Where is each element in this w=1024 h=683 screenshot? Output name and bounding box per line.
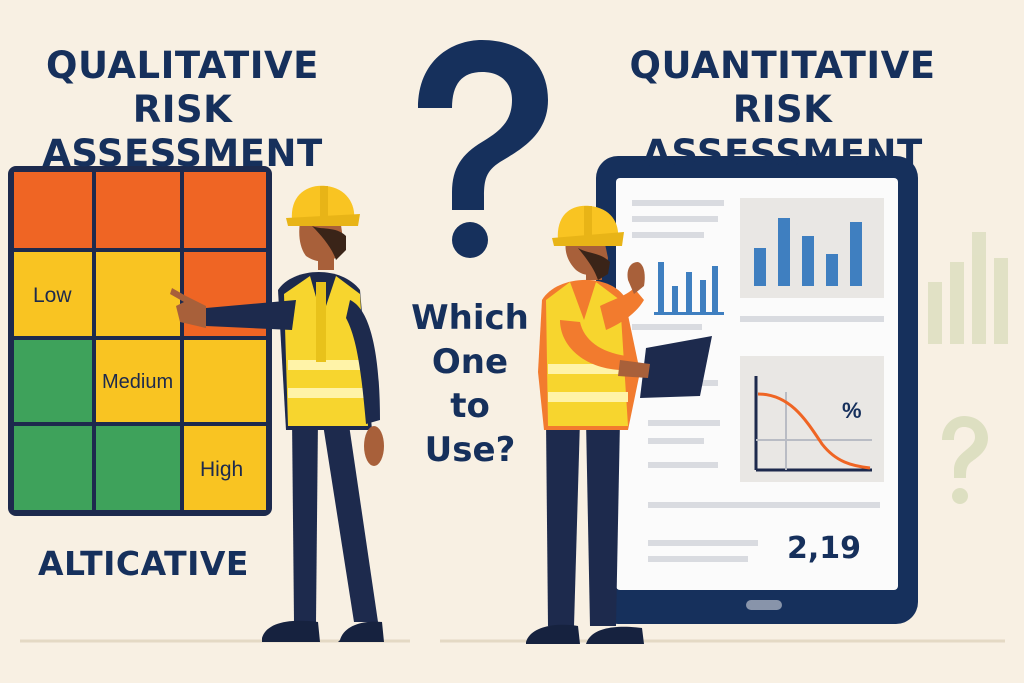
matrix-high-label: High — [200, 458, 244, 481]
faded-question-mark-icon — [942, 416, 988, 504]
metric-value: 2,19 — [787, 531, 862, 566]
worker-pointing — [170, 185, 384, 642]
bottom-left-label: ALTICATIVE — [38, 544, 249, 583]
faded-bar-chart-icon — [928, 232, 1008, 344]
question-mark-icon — [418, 40, 548, 258]
question-text: Which One to Use? — [411, 298, 529, 470]
matrix-medium-label: Medium — [102, 371, 174, 393]
worker-thinking — [526, 205, 712, 644]
home-button-icon — [746, 600, 782, 610]
risk-matrix — [8, 166, 272, 516]
matrix-low-label: Low — [33, 284, 72, 307]
qualitative-title: QUALITATIVE RISK ASSESSMENT — [42, 44, 323, 175]
quantitative-title: QUANTITATIVE RISK ASSESSMENT — [629, 44, 936, 175]
percent-label: % — [842, 398, 862, 423]
